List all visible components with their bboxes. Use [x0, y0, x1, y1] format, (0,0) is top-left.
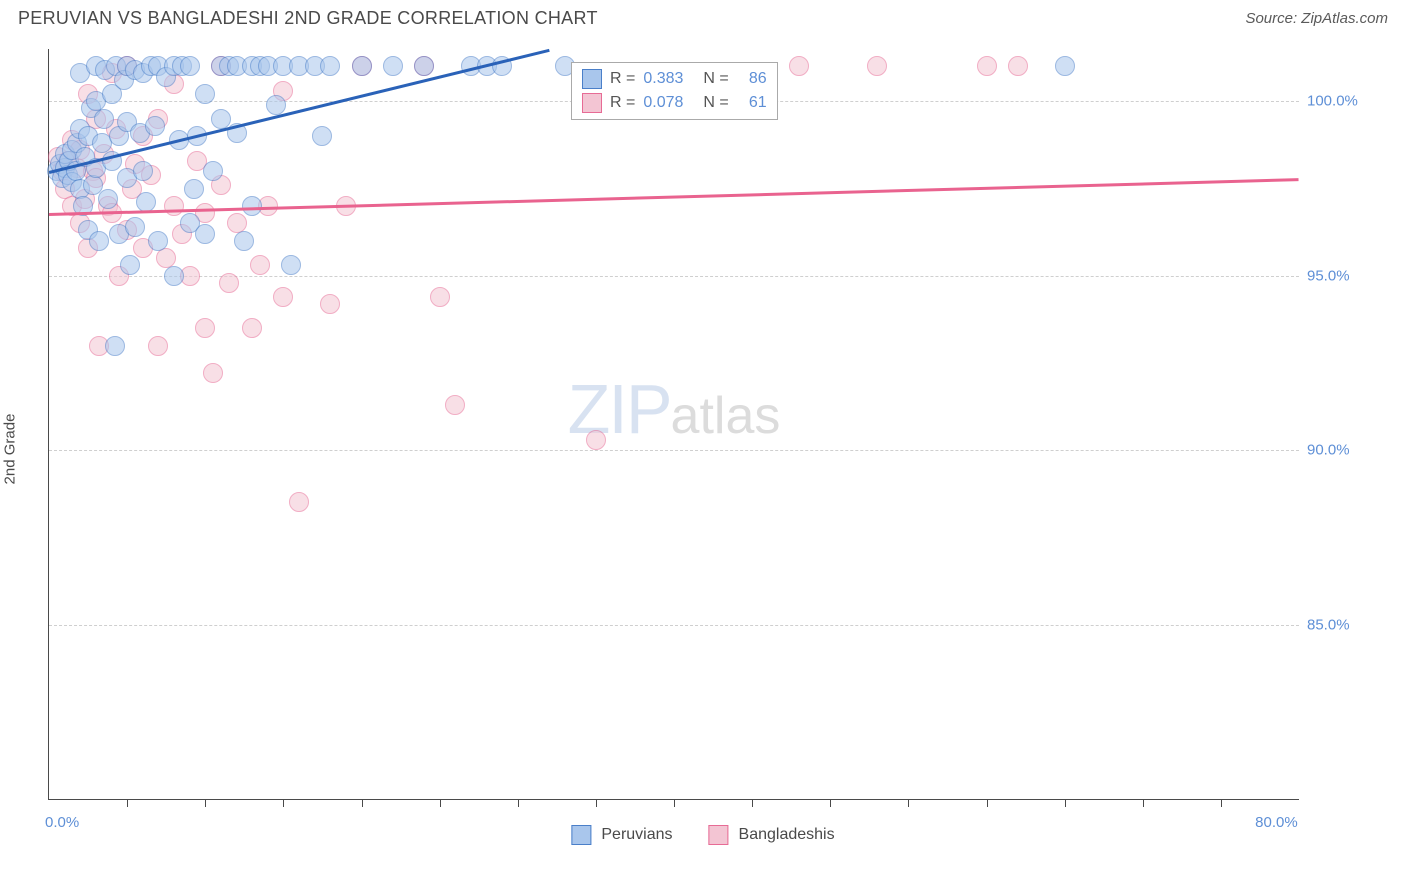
plot-area: ZIPatlas 85.0%90.0%95.0%100.0%0.0%80.0%R…: [48, 49, 1299, 800]
x-tick: [596, 799, 597, 807]
x-tick: [1065, 799, 1066, 807]
scatter-point: [289, 492, 309, 512]
x-tick: [283, 799, 284, 807]
trend-line: [49, 178, 1299, 215]
x-tick: [362, 799, 363, 807]
legend-swatch: [582, 93, 602, 113]
legend-stats-row: R = 0.078 N = 61: [582, 91, 767, 115]
legend-bottom: Peruvians Bangladeshis: [571, 825, 834, 845]
scatter-point: [195, 84, 215, 104]
x-tick: [830, 799, 831, 807]
scatter-point: [133, 161, 153, 181]
scatter-point: [320, 294, 340, 314]
scatter-point: [184, 179, 204, 199]
scatter-point: [105, 336, 125, 356]
scatter-point: [867, 56, 887, 76]
x-tick: [1221, 799, 1222, 807]
scatter-point: [1055, 56, 1075, 76]
scatter-point: [789, 56, 809, 76]
chart-container: 2nd Grade ZIPatlas 85.0%90.0%95.0%100.0%…: [0, 39, 1406, 859]
scatter-point: [586, 430, 606, 450]
scatter-point: [352, 56, 372, 76]
scatter-point: [195, 318, 215, 338]
x-tick: [205, 799, 206, 807]
scatter-point: [120, 255, 140, 275]
scatter-point: [273, 287, 293, 307]
scatter-point: [445, 395, 465, 415]
scatter-point: [414, 56, 434, 76]
scatter-point: [234, 231, 254, 251]
scatter-point: [430, 287, 450, 307]
scatter-point: [94, 109, 114, 129]
scatter-point: [195, 224, 215, 244]
legend-item: Bangladeshis: [709, 825, 835, 845]
x-tick: [987, 799, 988, 807]
scatter-point: [383, 56, 403, 76]
scatter-point: [125, 217, 145, 237]
scatter-point: [250, 255, 270, 275]
scatter-point: [148, 336, 168, 356]
gridline: [49, 450, 1299, 451]
scatter-point: [145, 116, 165, 136]
scatter-point: [148, 231, 168, 251]
scatter-point: [98, 189, 118, 209]
source-label: Source: ZipAtlas.com: [1245, 10, 1388, 27]
legend-stats: R = 0.383 N = 86R = 0.078 N = 61: [571, 62, 778, 120]
scatter-point: [312, 126, 332, 146]
scatter-point: [203, 363, 223, 383]
x-tick: [518, 799, 519, 807]
x-tick: [908, 799, 909, 807]
y-tick-label: 100.0%: [1307, 93, 1387, 110]
scatter-point: [977, 56, 997, 76]
y-tick-label: 85.0%: [1307, 616, 1387, 633]
scatter-point: [180, 56, 200, 76]
legend-stats-row: R = 0.383 N = 86: [582, 67, 767, 91]
x-tick: [1143, 799, 1144, 807]
x-tick: [127, 799, 128, 807]
scatter-point: [1008, 56, 1028, 76]
scatter-point: [320, 56, 340, 76]
y-tick-label: 95.0%: [1307, 267, 1387, 284]
legend-swatch: [582, 69, 602, 89]
scatter-point: [242, 196, 262, 216]
y-axis-label: 2nd Grade: [2, 414, 19, 485]
legend-swatch: [709, 825, 729, 845]
x-tick: [440, 799, 441, 807]
legend-item: Peruvians: [571, 825, 672, 845]
scatter-point: [89, 231, 109, 251]
y-tick-label: 90.0%: [1307, 442, 1387, 459]
scatter-point: [164, 196, 184, 216]
scatter-point: [281, 255, 301, 275]
x-tick: [752, 799, 753, 807]
scatter-point: [219, 273, 239, 293]
scatter-point: [164, 266, 184, 286]
x-tick: [674, 799, 675, 807]
x-tick-label-left: 0.0%: [45, 814, 79, 831]
scatter-point: [266, 95, 286, 115]
gridline: [49, 625, 1299, 626]
x-tick-label-right: 80.0%: [1255, 814, 1298, 831]
scatter-point: [203, 161, 223, 181]
chart-title: PERUVIAN VS BANGLADESHI 2ND GRADE CORREL…: [18, 8, 598, 29]
legend-swatch: [571, 825, 591, 845]
scatter-point: [242, 318, 262, 338]
